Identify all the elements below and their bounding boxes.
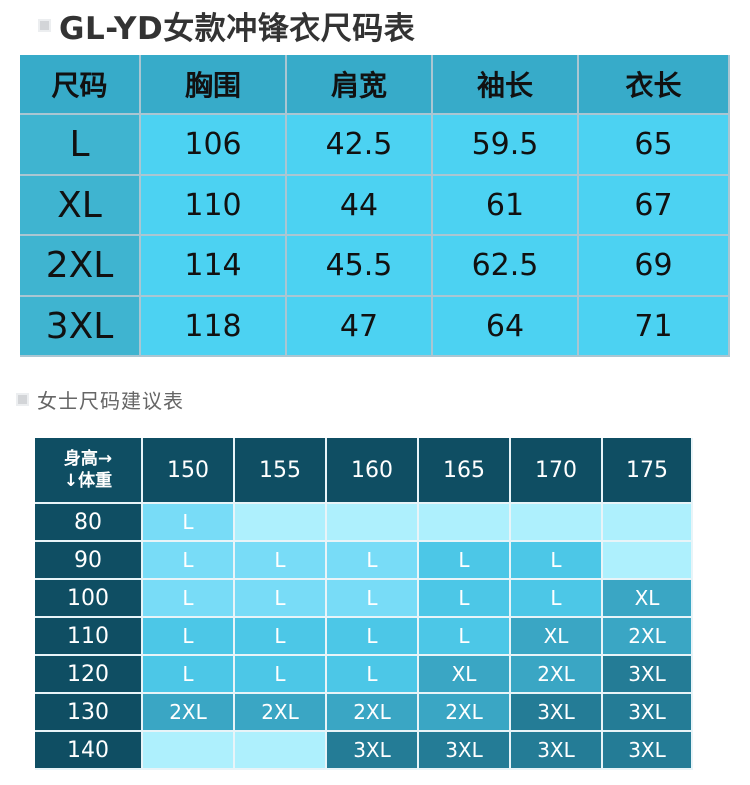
- recommend-cell: L: [419, 542, 511, 580]
- recommend-cell: L: [327, 580, 419, 618]
- recommend-cell: 3XL: [603, 732, 693, 770]
- size-chart-header: 胸围: [141, 55, 287, 115]
- size-chart-value: 45.5: [287, 236, 433, 297]
- weight-header: 100: [35, 580, 143, 618]
- recommend-cell: [235, 732, 327, 770]
- size-chart-value: 118: [141, 297, 287, 357]
- size-chart-value: 64: [433, 297, 579, 357]
- size-chart-header: 衣长: [579, 55, 730, 115]
- height-header: 170: [511, 438, 603, 504]
- height-header: 150: [143, 438, 235, 504]
- recommend-cell: 3XL: [327, 732, 419, 770]
- recommend-cell: L: [143, 580, 235, 618]
- size-chart-table: 尺码 胸围 肩宽 袖长 衣长 L 106 42.5 59.5 65 XL 110 44 61 67 2XL 11…: [20, 55, 730, 357]
- size-chart-value: 67: [579, 176, 730, 236]
- height-header: 165: [419, 438, 511, 504]
- size-chart-value: 44: [287, 176, 433, 236]
- recommend-cell: XL: [603, 580, 693, 618]
- title-row: GL-YD女款冲锋衣尺码表: [38, 0, 415, 50]
- recommend-cell: XL: [511, 618, 603, 656]
- subtitle: 女士尺码建议表: [37, 388, 184, 413]
- recommend-cell: L: [235, 656, 327, 694]
- size-chart-header: 尺码: [20, 55, 141, 115]
- weight-header: 80: [35, 504, 143, 542]
- weight-header: 90: [35, 542, 143, 580]
- recommend-cell: L: [511, 580, 603, 618]
- size-chart-header: 袖长: [433, 55, 579, 115]
- recommend-cell: 2XL: [511, 656, 603, 694]
- recommend-cell: L: [419, 618, 511, 656]
- recommend-cell: L: [143, 618, 235, 656]
- bullet-icon: [38, 18, 51, 32]
- recommend-cell: L: [235, 542, 327, 580]
- size-label: XL: [20, 176, 141, 236]
- recommend-cell: 3XL: [511, 732, 603, 770]
- recommend-cell: [603, 542, 693, 580]
- bullet-icon: [16, 392, 29, 406]
- recommend-cell: L: [327, 656, 419, 694]
- recommend-cell: 2XL: [603, 618, 693, 656]
- recommend-cell: 3XL: [419, 732, 511, 770]
- size-chart-value: 61: [433, 176, 579, 236]
- recommend-cell: 3XL: [603, 656, 693, 694]
- recommend-cell: 2XL: [235, 694, 327, 732]
- recommend-cell: L: [327, 542, 419, 580]
- weight-header: 140: [35, 732, 143, 770]
- weight-axis-label: ↓体重: [63, 471, 113, 491]
- recommend-cell: L: [143, 504, 235, 542]
- size-label: L: [20, 115, 141, 176]
- size-chart-value: 110: [141, 176, 287, 236]
- recommend-cell: [235, 504, 327, 542]
- size-chart-value: 114: [141, 236, 287, 297]
- recommend-cell: 3XL: [603, 694, 693, 732]
- recommend-cell: 2XL: [419, 694, 511, 732]
- size-chart-value: 71: [579, 297, 730, 357]
- height-header: 160: [327, 438, 419, 504]
- recommend-cell: [419, 504, 511, 542]
- weight-header: 110: [35, 618, 143, 656]
- size-chart-value: 59.5: [433, 115, 579, 176]
- subtitle-row: 女士尺码建议表: [16, 384, 184, 414]
- height-axis-label: 身高→: [63, 449, 113, 469]
- recommend-cell: 2XL: [327, 694, 419, 732]
- size-label: 2XL: [20, 236, 141, 297]
- recommend-cell: [603, 504, 693, 542]
- recommend-table: 身高→ ↓体重 150 155 160 165 170 175 80 L 90 L L L L L 100 L L L…: [35, 438, 725, 770]
- recommend-cell: [327, 504, 419, 542]
- recommend-cell: L: [143, 542, 235, 580]
- size-chart-value: 106: [141, 115, 287, 176]
- weight-header: 120: [35, 656, 143, 694]
- height-header: 155: [235, 438, 327, 504]
- recommend-cell: L: [327, 618, 419, 656]
- recommend-cell: [511, 504, 603, 542]
- weight-header: 130: [35, 694, 143, 732]
- size-chart-value: 69: [579, 236, 730, 297]
- corner-header: 身高→ ↓体重: [35, 438, 143, 504]
- size-label: 3XL: [20, 297, 141, 357]
- size-chart-value: 42.5: [287, 115, 433, 176]
- size-chart-value: 47: [287, 297, 433, 357]
- recommend-cell: L: [419, 580, 511, 618]
- page-title: GL-YD女款冲锋衣尺码表: [59, 10, 416, 47]
- height-header: 175: [603, 438, 693, 504]
- size-chart-value: 65: [579, 115, 730, 176]
- recommend-cell: 2XL: [143, 694, 235, 732]
- size-chart-value: 62.5: [433, 236, 579, 297]
- size-chart-header: 肩宽: [287, 55, 433, 115]
- recommend-cell: L: [511, 542, 603, 580]
- recommend-cell: 3XL: [511, 694, 603, 732]
- recommend-cell: L: [143, 656, 235, 694]
- recommend-cell: L: [235, 618, 327, 656]
- recommend-cell: L: [235, 580, 327, 618]
- recommend-cell: [143, 732, 235, 770]
- recommend-cell: XL: [419, 656, 511, 694]
